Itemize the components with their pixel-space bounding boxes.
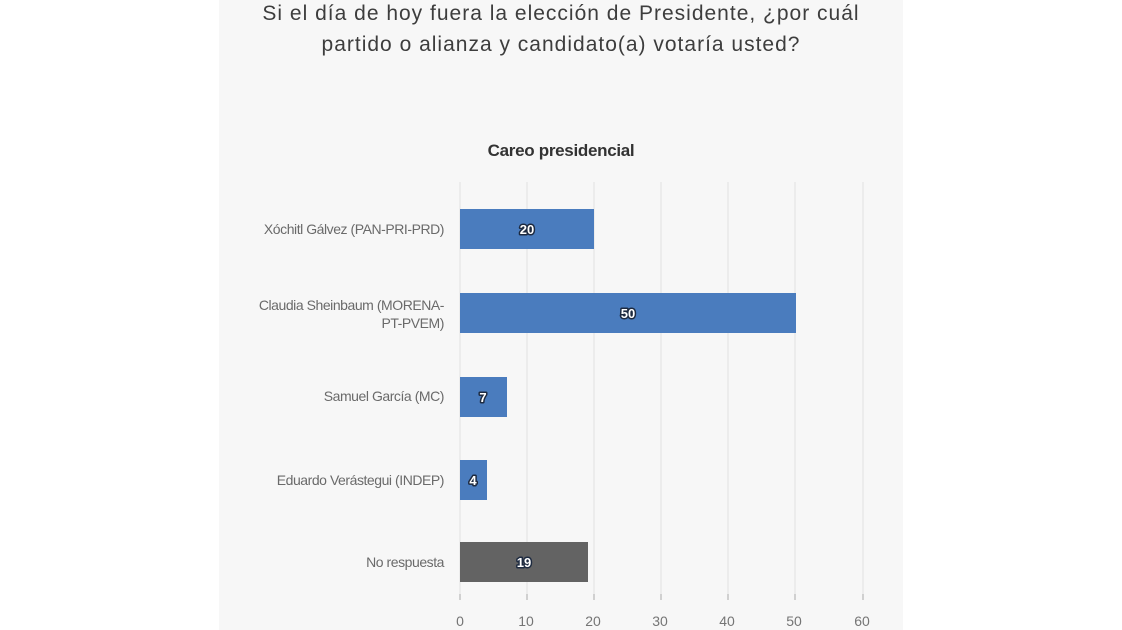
svg-text:20: 20 xyxy=(520,222,534,237)
svg-text:19: 19 xyxy=(517,555,531,570)
svg-text:7: 7 xyxy=(479,390,486,405)
svg-text:4: 4 xyxy=(469,473,477,488)
svg-text:50: 50 xyxy=(621,306,635,321)
